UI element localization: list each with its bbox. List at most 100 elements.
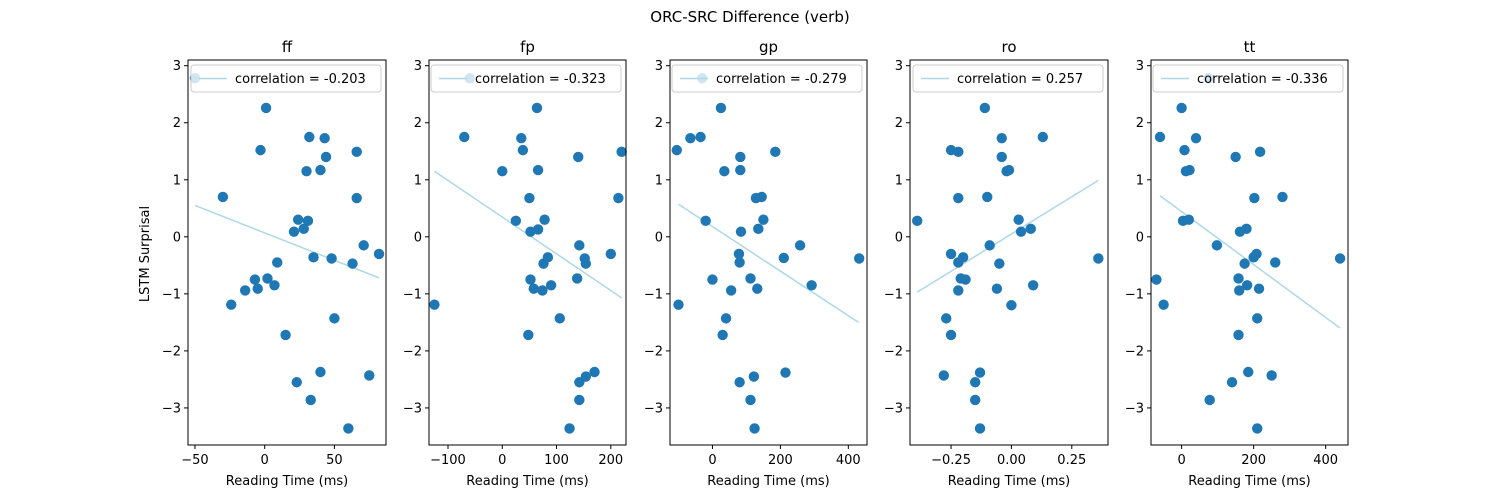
data-point [994,258,1005,269]
data-point [523,329,534,341]
y-tick-label: −1 [884,287,903,302]
data-point [315,366,326,378]
x-tick-label: 0 [261,453,269,468]
x-tick-label: 50 [326,453,343,468]
data-point [320,151,332,163]
data-point [685,132,696,144]
legend-box [912,64,1104,93]
data-point [945,329,957,341]
data-point [806,280,817,291]
subplots: ff −3 −2 −1 0 1 2 3 −50 0 50 Reading Time (ms) corre… [162,38,1349,489]
y-tick-label: 0 [895,230,903,245]
data-point [719,166,730,177]
data-point [953,285,964,296]
data-point [531,102,543,114]
data-point [778,252,789,264]
legend-label: correlation = 0.257 [957,72,1083,87]
data-point [613,192,624,204]
y-tick-label: 1 [1136,173,1144,188]
data-point [1270,257,1281,268]
x-tick-label: −0.25 [931,453,971,468]
data-point [358,240,369,251]
subplot-title: tt [1244,38,1256,56]
data-point [516,132,527,144]
data-point [1239,258,1250,269]
legend-label: correlation = -0.203 [235,72,366,87]
legend-label: correlation = -0.279 [716,72,847,87]
subplot-title: ro [1001,38,1016,56]
data-point [1234,285,1245,296]
data-point [734,257,745,268]
y-tick-label: −2 [884,344,903,359]
x-tick-label: 200 [1241,453,1266,468]
x-tick-label: 0 [1177,453,1185,468]
y-tick-label: −2 [162,344,181,359]
data-point [288,226,300,237]
subplot-ro: ro −3 −2 −1 0 1 2 3 −0.25 0.00 0.25 Reading Time (m… [884,38,1109,489]
data-point [717,329,728,341]
x-tick-label: 400 [836,453,861,468]
y-axis-label: LSTM Surprisal [138,206,153,302]
data-point [302,215,314,227]
data-point [938,370,950,381]
subplot-title: ff [282,38,293,56]
x-axis-label: Reading Time (ms) [226,474,348,489]
y-tick-label: −3 [1125,401,1144,416]
data-point [308,252,319,263]
subplot-ff: ff −3 −2 −1 0 1 2 3 −50 0 50 Reading Time (ms) corre… [162,38,387,489]
data-point [280,329,291,341]
data-point [974,423,986,434]
data-point [1226,377,1238,388]
data-point [673,299,684,310]
data-point [1241,223,1252,235]
data-point [996,151,1007,163]
legend-label: correlation = -0.336 [1197,72,1328,87]
data-point [735,164,746,176]
data-point [953,192,964,204]
data-point [1151,274,1162,285]
x-tick-label: −100 [430,453,466,468]
data-point [749,423,760,434]
data-point [1154,131,1166,143]
data-point [745,394,756,406]
data-point [510,215,522,227]
data-point [991,283,1003,294]
data-point [960,274,971,285]
data-point [319,132,330,144]
data-point [1241,280,1253,291]
data-point [580,371,592,382]
data-point [545,280,557,291]
data-point [1190,132,1202,144]
data-point [756,191,767,203]
data-point [957,252,969,263]
data-point [720,313,732,324]
data-point [217,191,229,203]
data-point [298,223,309,235]
y-tick-label: 1 [895,173,903,188]
data-point [1253,283,1265,294]
x-tick-label: 200 [598,453,623,468]
data-point [969,394,981,406]
data-point [315,164,326,176]
y-tick-label: 0 [655,230,663,245]
data-point [745,273,756,284]
data-point [941,313,952,324]
data-point [715,102,727,114]
data-point [1254,146,1266,158]
x-tick-label: 400 [1313,453,1338,468]
data-point [794,240,806,251]
legend: correlation = 0.257 [912,64,1104,93]
data-point [525,274,536,285]
y-tick-label: 2 [414,116,422,131]
data-point [1204,394,1215,406]
data-point [574,394,585,406]
x-axis-label: Reading Time (ms) [1188,474,1310,489]
legend: correlation = -0.279 [671,64,863,93]
data-point [497,166,508,177]
y-tick-label: −1 [403,287,422,302]
data-point [542,252,554,263]
data-point [580,258,592,269]
data-point [539,214,550,225]
data-point [1179,144,1190,156]
data-point [459,131,470,143]
